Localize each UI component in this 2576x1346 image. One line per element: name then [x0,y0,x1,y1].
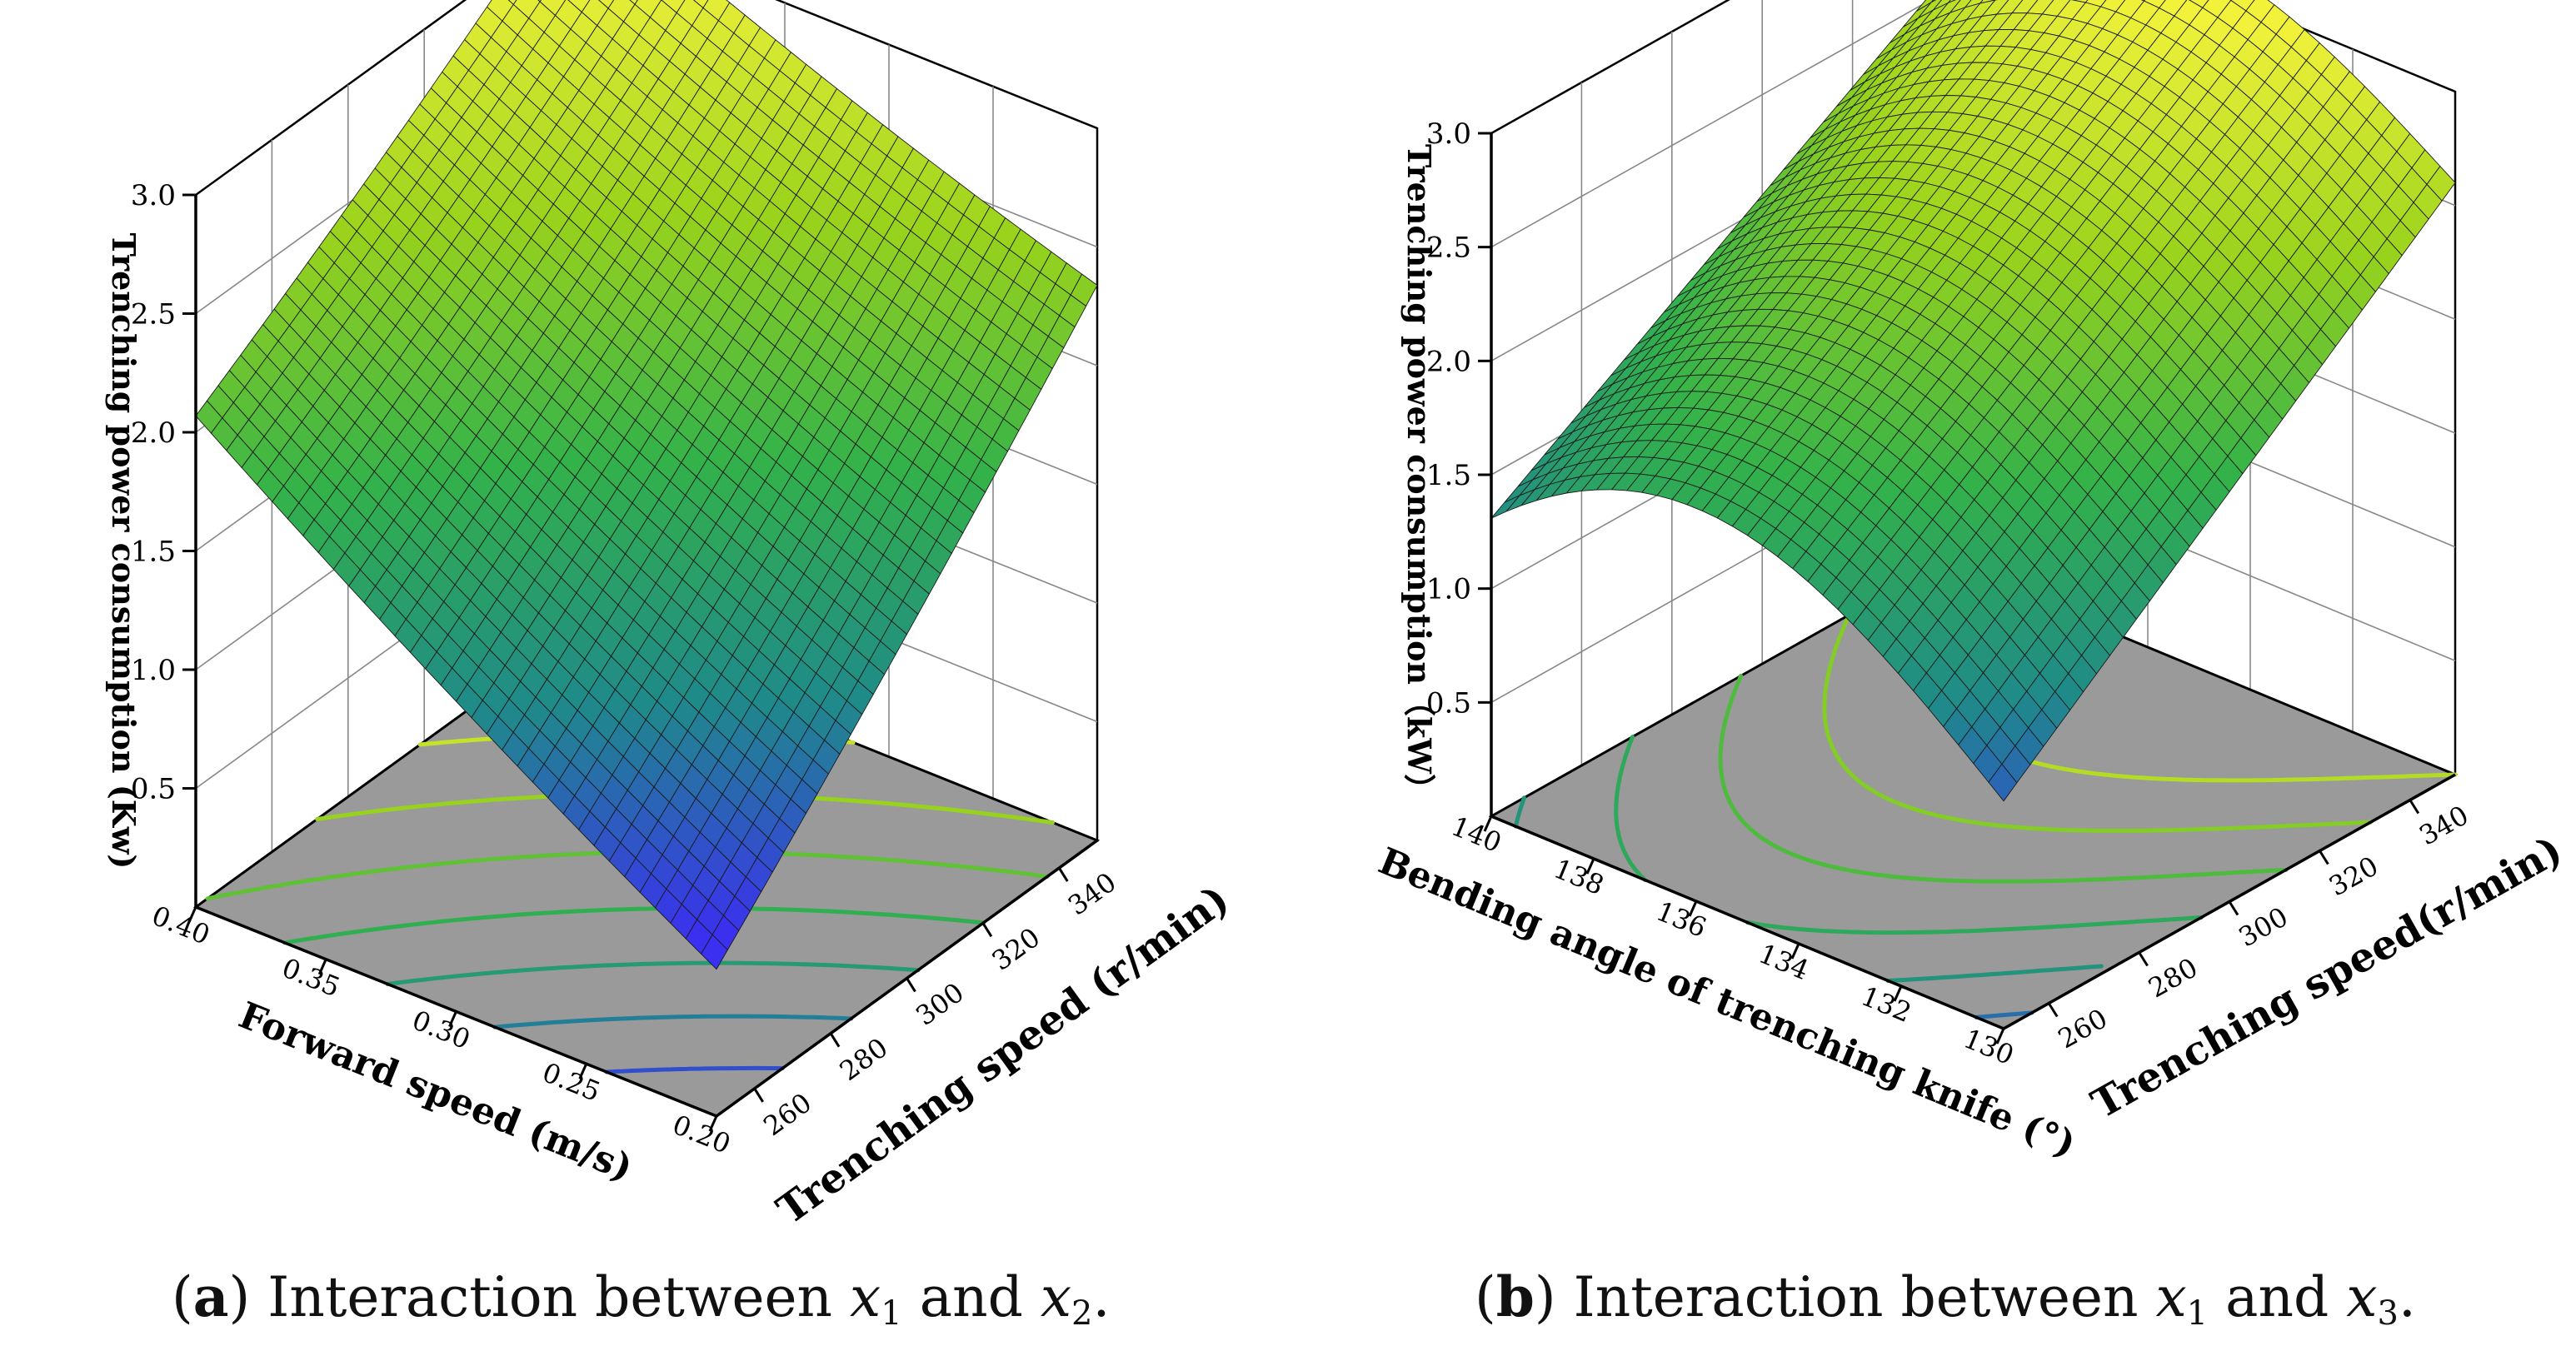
z-tick-label: 1.5 [131,536,176,569]
floor-contour [492,1014,854,1029]
z-tick-label: 1.0 [131,654,176,687]
y-tick [981,922,993,938]
surface-cell [629,0,638,5]
y-tick-label: 340 [2414,799,2474,851]
floor-contour [1718,673,2289,884]
caption-b: (b) Interaction between x1 and x3. [1475,1264,2416,1333]
z-tick-label: 2.5 [1426,232,1471,265]
caption-a: (a) Interaction between x1 and x2. [172,1264,1111,1333]
floor-contour [1974,1010,2034,1019]
y-tick-label: 280 [2143,951,2203,1004]
floor-contour [385,960,921,986]
y-tick-label: 260 [2053,1002,2113,1054]
surface-cell [692,0,709,9]
z-tick-label: 2.0 [131,416,176,450]
x-tick-label: 0.20 [668,1109,735,1160]
z-tick-label: 3.0 [131,179,176,212]
y-tick [906,977,916,993]
chart-a: 0.51.01.52.02.53.00.200.250.300.350.4026… [105,0,1238,1234]
x-tick [708,1115,718,1132]
z-tick-label: 3.0 [1426,117,1471,151]
floor-contour [1513,795,2104,983]
z-tick-label: 1.0 [1426,573,1471,606]
x-tick-label: 130 [1959,1023,2019,1071]
surface-cell [597,0,615,9]
y-tick [753,1088,764,1103]
y-tick [2319,850,2329,865]
x-tick [1893,985,1903,1002]
x-tick [448,1010,457,1028]
z-tick-label: 0.5 [131,773,176,806]
y-tick [829,1032,841,1048]
y-tick-label: 320 [986,921,1046,977]
surface-cell [701,934,728,970]
x-tick [1790,943,1800,960]
z-tick-label: 1.5 [1426,459,1471,492]
surface-cell [1988,763,2018,802]
z-tick-label: 0.5 [1426,686,1471,720]
z-tick-label: 2.0 [1426,345,1471,378]
x-axis-line [1490,815,2004,1030]
y-tick-label: 320 [2324,850,2384,902]
x-tick [1483,815,1493,832]
y-tick-label: 280 [834,1031,894,1087]
x-tick [578,1063,588,1079]
x-tick [1585,858,1595,875]
x-tick [317,959,327,975]
y-tick [2409,799,2420,815]
chart-b: 0.51.01.52.02.53.01301321341361381402602… [1373,0,2570,1166]
surface-cell [507,0,517,6]
floor-contour [604,1065,785,1074]
x-tick [187,906,197,923]
y-tick [2047,1002,2059,1018]
y-tick [2228,900,2239,916]
x-tick [1688,900,1698,917]
y-tick-label: 340 [1062,866,1122,922]
y-tick [2138,951,2149,967]
x-tick [1995,1028,2005,1044]
y-tick [1058,867,1069,882]
z-axis-title: Trenching power consumption（kW） [1400,144,1438,805]
surface-mesh [1490,0,2456,802]
y-tick-label: 300 [910,976,970,1032]
z-axis-title: Trenching power consumption (Kw) [105,233,142,870]
y-tick-label: 300 [2234,900,2294,953]
z-tick-label: 2.5 [131,298,176,332]
y-tick-label: 260 [757,1087,817,1143]
surface-mesh [195,0,1098,970]
floor-contour [1822,612,2373,833]
floor-contour [1614,735,2204,935]
